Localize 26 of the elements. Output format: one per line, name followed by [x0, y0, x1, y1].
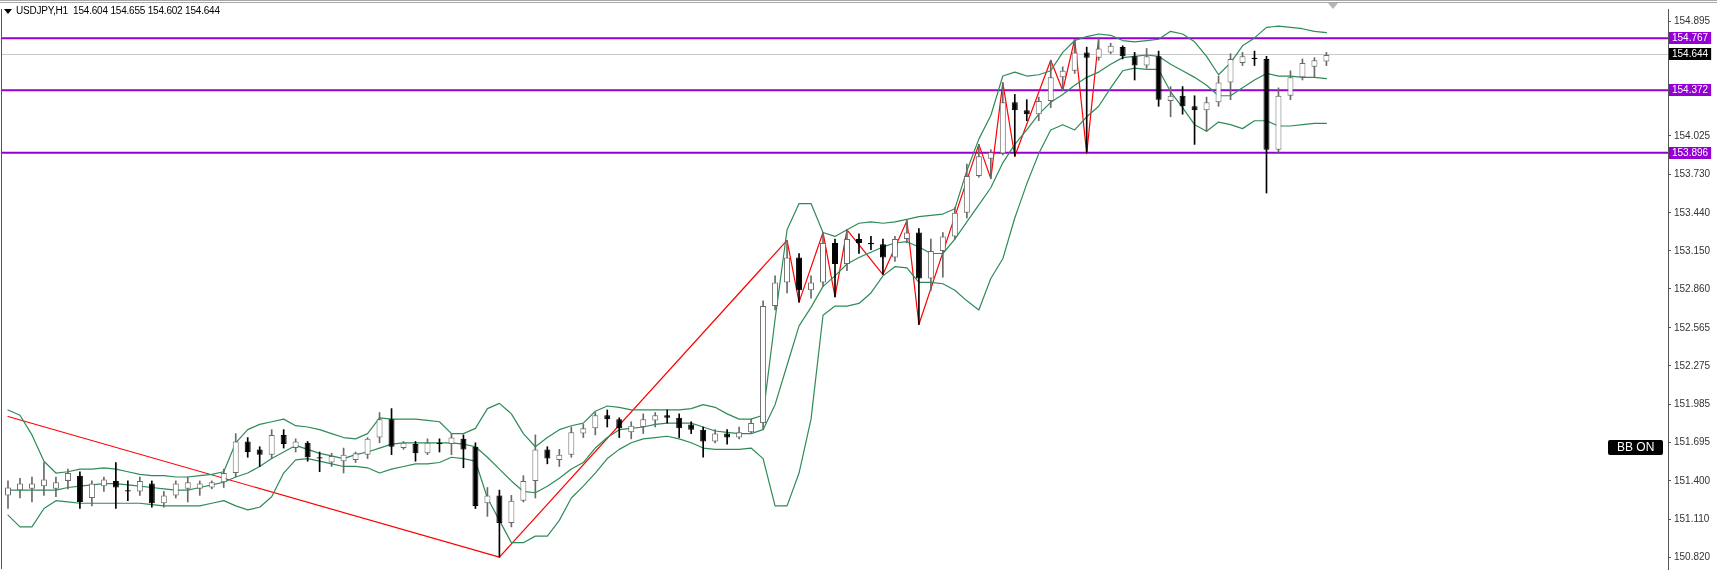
y-tick-label: 154.895 [1674, 15, 1711, 27]
candlestick [1011, 94, 1018, 157]
y-tick-label: 152.860 [1674, 282, 1711, 294]
y-tick-label: 150.820 [1674, 550, 1711, 562]
candlestick [1023, 99, 1030, 122]
y-tick-label: 153.440 [1674, 206, 1711, 218]
y-tick-label: 151.695 [1674, 435, 1711, 447]
ref-line-label: 154.644 [1672, 48, 1709, 60]
y-tick-label: 152.275 [1674, 359, 1711, 371]
y-tick-label: 153.730 [1674, 168, 1711, 180]
ref-line-label: 154.767 [1672, 32, 1709, 44]
y-tick-label: 151.985 [1674, 397, 1711, 409]
text: BB ON [1608, 440, 1664, 456]
y-tick-label: 154.025 [1674, 129, 1711, 141]
chart-title: USDJPY,H1 154.604 154.655 154.602 154.644 [16, 5, 220, 17]
ref-line-label: 154.372 [1672, 84, 1709, 96]
ref-line-label: 153.896 [1672, 147, 1709, 159]
y-tick-label: 151.400 [1674, 474, 1711, 486]
candlestick [1083, 46, 1090, 153]
y-tick-label: 152.565 [1674, 321, 1711, 333]
y-tick-label: 151.110 [1674, 512, 1710, 524]
candlestick [28, 476, 35, 503]
candlestick [855, 233, 862, 254]
candlestick [987, 149, 994, 179]
candlestick [604, 409, 611, 428]
y-tick-label: 153.150 [1674, 244, 1711, 256]
